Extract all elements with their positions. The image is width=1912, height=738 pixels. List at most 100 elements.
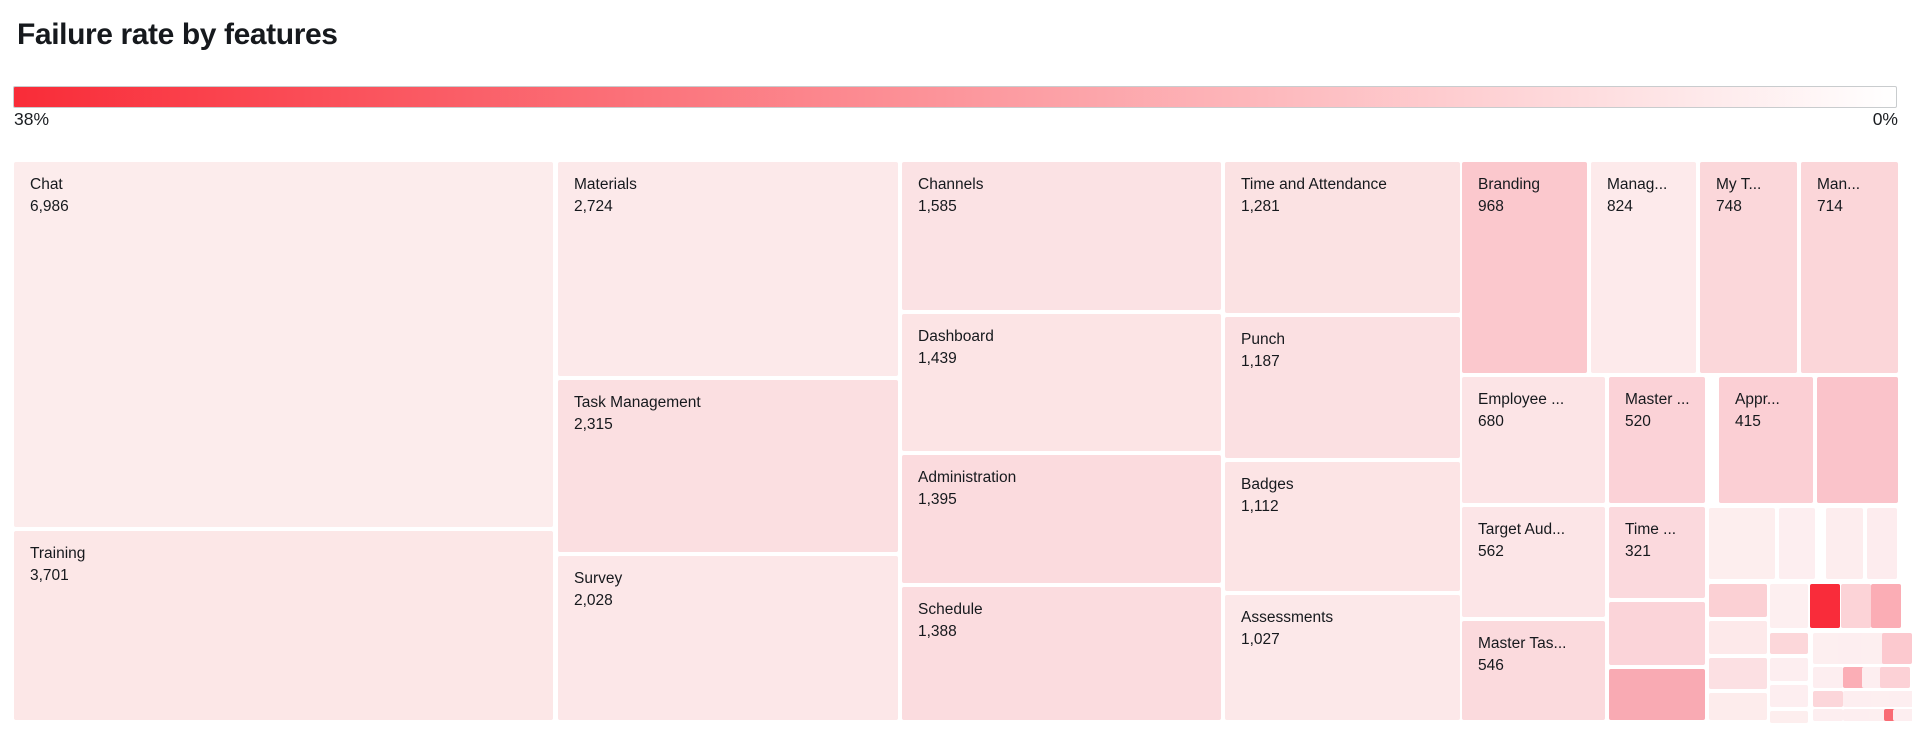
cell-value: 321: [1625, 543, 1651, 560]
treemap-cell[interactable]: Punch 1,187: [1225, 317, 1460, 458]
treemap-small-cell[interactable]: [1779, 508, 1815, 579]
cell-value: 714: [1817, 198, 1843, 215]
cell-value: 1,395: [918, 491, 957, 508]
treemap-cell[interactable]: Survey 2,028: [558, 556, 898, 720]
cell-label: Schedule: [918, 601, 983, 618]
cell-label: Punch: [1241, 331, 1285, 348]
treemap-cell[interactable]: Task Management 2,315: [558, 380, 898, 552]
treemap-cell[interactable]: Badges 1,112: [1225, 462, 1460, 591]
treemap-cell[interactable]: Dashboard 1,439: [902, 314, 1221, 451]
treemap-small-cell[interactable]: [1871, 584, 1901, 628]
treemap-cell[interactable]: Appr... 415: [1719, 377, 1813, 503]
treemap-cell[interactable]: Man... 714: [1801, 162, 1898, 373]
cell-label: Training: [30, 545, 86, 562]
treemap-small-cell[interactable]: [1609, 602, 1705, 665]
cell-label: Employee ...: [1478, 391, 1565, 408]
cell-value: 415: [1735, 413, 1761, 430]
cell-label: Man...: [1817, 176, 1861, 193]
treemap-small-cell[interactable]: [1770, 658, 1808, 681]
cell-value: 1,281: [1241, 198, 1280, 215]
color-scale-gradient-bar: [13, 86, 1897, 108]
treemap-small-cell[interactable]: [1709, 508, 1775, 579]
cell-value: 748: [1716, 198, 1742, 215]
treemap: Chat 6,986 Training 3,701 Materials 2,724 Task…: [0, 162, 1912, 723]
cell-label: Appr...: [1735, 391, 1780, 408]
cell-value: 1,027: [1241, 631, 1280, 648]
treemap-small-cell[interactable]: [1709, 658, 1767, 689]
cell-label: Master Tas...: [1478, 635, 1567, 652]
color-scale-min-label: 0%: [1872, 109, 1898, 129]
treemap-small-cell[interactable]: [1889, 691, 1912, 707]
treemap-cell[interactable]: Time and Attendance 1,281: [1225, 162, 1460, 313]
treemap-small-cell[interactable]: [1843, 691, 1873, 707]
treemap-small-cell[interactable]: [1709, 693, 1767, 720]
cell-label: Survey: [574, 570, 623, 587]
cell-value: 1,187: [1241, 353, 1280, 370]
treemap-cell[interactable]: Manag... 824: [1591, 162, 1696, 373]
treemap-small-cell[interactable]: [1867, 508, 1897, 579]
treemap-cell[interactable]: Materials 2,724: [558, 162, 898, 376]
treemap-small-cell[interactable]: [1770, 685, 1808, 707]
treemap-cell[interactable]: Master Tas... 546: [1462, 621, 1605, 720]
treemap-small-cell[interactable]: [1882, 633, 1912, 664]
cell-label: Time ...: [1625, 521, 1677, 538]
cell-label: Time and Attendance: [1241, 176, 1387, 193]
treemap-small-cell[interactable]: [1770, 711, 1808, 723]
treemap-small-cell[interactable]: [1826, 508, 1863, 579]
treemap-small-cell[interactable]: [1880, 667, 1910, 688]
cell-value: 2,724: [574, 198, 613, 215]
cell-value: 1,388: [918, 623, 957, 640]
treemap-small-cell[interactable]: [1893, 709, 1912, 721]
treemap-cell[interactable]: Channels 1,585: [902, 162, 1221, 310]
cell-value: 680: [1478, 413, 1504, 430]
treemap-cell[interactable]: Employee ... 680: [1462, 377, 1605, 503]
cell-value: 1,439: [918, 350, 957, 367]
cell-label: Channels: [918, 176, 984, 193]
cell-label: Manag...: [1607, 176, 1668, 193]
cell-value: 1,112: [1241, 498, 1279, 515]
cell-label: Target Aud...: [1478, 521, 1566, 538]
treemap-cell[interactable]: Master ... 520: [1609, 377, 1705, 503]
cell-label: Branding: [1478, 176, 1541, 193]
cell-value: 562: [1478, 543, 1504, 560]
cell-label: Assessments: [1241, 609, 1334, 626]
cell-label: Badges: [1241, 476, 1294, 493]
treemap-cell[interactable]: Schedule 1,388: [902, 587, 1221, 720]
treemap-small-cell[interactable]: [1810, 584, 1840, 628]
color-scale-labels: 38% 0%: [0, 109, 1912, 135]
treemap-small-cell[interactable]: [1841, 584, 1871, 628]
cell-value: 6,986: [30, 198, 69, 215]
cell-label: Dashboard: [918, 328, 994, 345]
treemap-small-cell[interactable]: [1770, 633, 1808, 654]
color-scale-max-label: 38%: [14, 109, 50, 129]
treemap-cell[interactable]: Assessments 1,027: [1225, 595, 1460, 720]
cell-label: Chat: [30, 176, 63, 193]
treemap-cell[interactable]: My T... 748: [1700, 162, 1797, 373]
cell-value: 968: [1478, 198, 1504, 215]
cell-value: 1,585: [918, 198, 957, 215]
treemap-cell[interactable]: Training 3,701: [14, 531, 553, 720]
treemap-small-cell[interactable]: [1709, 584, 1767, 617]
treemap-cell[interactable]: Time ... 321: [1609, 507, 1705, 598]
treemap-cell[interactable]: Branding 968: [1462, 162, 1587, 373]
page-title: Failure rate by features: [17, 18, 338, 51]
cell-label: Task Management: [574, 394, 701, 411]
treemap-small-cell[interactable]: [1817, 377, 1898, 503]
treemap-cell[interactable]: Administration 1,395: [902, 455, 1221, 583]
treemap-small-cell[interactable]: [1609, 669, 1705, 720]
treemap-small-cell[interactable]: [1770, 584, 1808, 628]
cell-label: Administration: [918, 469, 1017, 486]
treemap-small-cell[interactable]: [1813, 709, 1843, 721]
treemap-cell[interactable]: Chat 6,986: [14, 162, 553, 527]
cell-label: Master ...: [1625, 391, 1690, 408]
treemap-cell[interactable]: Target Aud... 562: [1462, 507, 1605, 617]
cell-label: Materials: [574, 176, 637, 193]
cell-value: 824: [1607, 198, 1633, 215]
treemap-small-cell[interactable]: [1813, 667, 1843, 688]
treemap-small-cell[interactable]: [1709, 621, 1767, 654]
treemap-small-cell[interactable]: [1813, 691, 1843, 707]
cell-value: 2,315: [574, 416, 613, 433]
cell-value: 546: [1478, 657, 1504, 674]
treemap-small-cell[interactable]: [1843, 709, 1873, 721]
